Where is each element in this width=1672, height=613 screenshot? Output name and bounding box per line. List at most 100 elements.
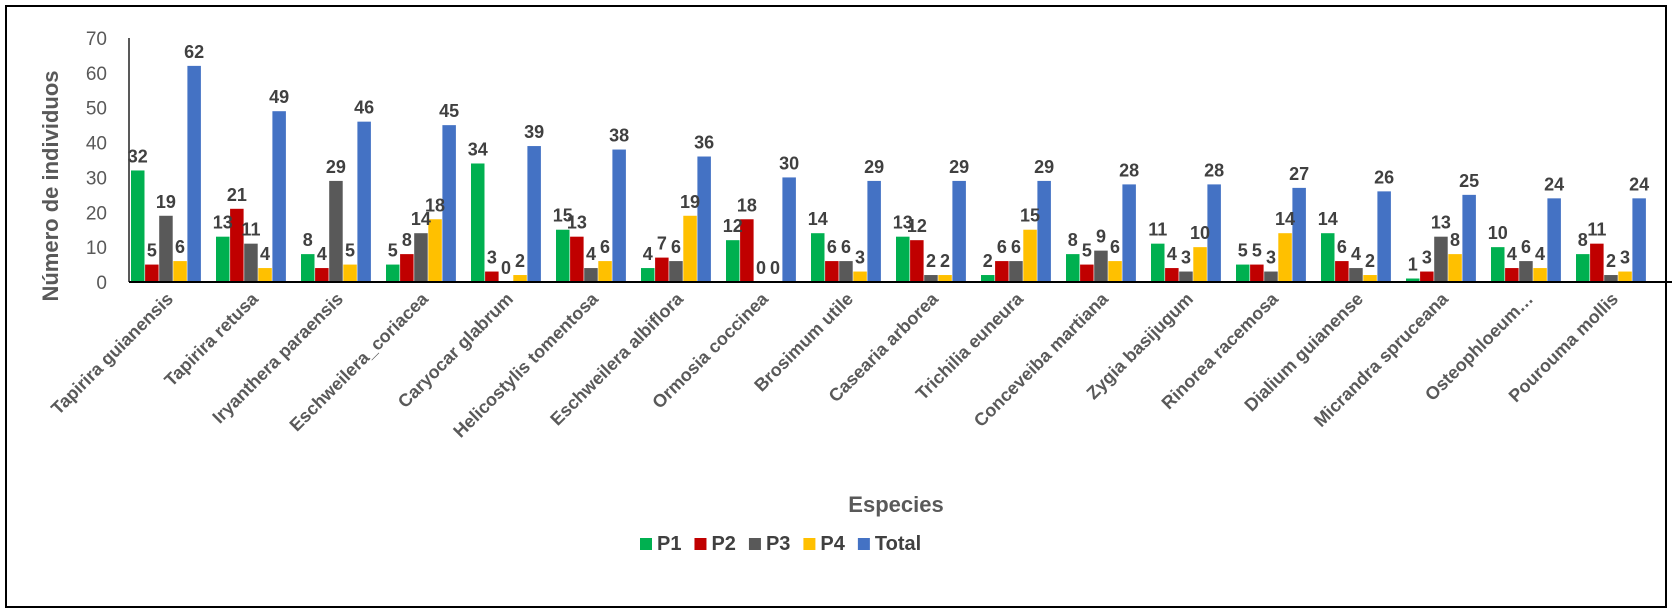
bar-total <box>1632 198 1646 282</box>
bar-total <box>1037 180 1051 282</box>
category-label: Eschweilera_coriacea <box>286 288 433 435</box>
bar-p2 <box>1080 264 1094 282</box>
bar-p3 <box>1604 275 1618 282</box>
bar-p4 <box>1023 229 1037 282</box>
data-label: 15 <box>553 206 573 226</box>
category-label: Tapirira guianensis <box>47 289 177 419</box>
data-label: 30 <box>779 153 799 173</box>
data-label: 12 <box>723 216 743 236</box>
data-label: 45 <box>439 101 459 121</box>
data-label: 6 <box>1011 237 1021 257</box>
bar-p3 <box>1094 250 1108 282</box>
data-label: 13 <box>213 213 233 233</box>
bar-p4 <box>173 261 187 282</box>
data-label: 2 <box>1606 251 1616 271</box>
bar-p1 <box>301 254 315 282</box>
data-label: 13 <box>893 213 913 233</box>
bar-p4 <box>853 271 867 282</box>
bar-p2 <box>315 268 329 282</box>
bar-p2 <box>740 219 754 282</box>
bar-p2 <box>400 254 414 282</box>
data-label: 13 <box>1431 213 1451 233</box>
bar-p2 <box>1590 243 1604 282</box>
data-label: 11 <box>1587 220 1606 240</box>
legend-label-p3: P3 <box>766 533 790 555</box>
bar-total <box>527 146 541 282</box>
data-label: 29 <box>1034 157 1054 177</box>
data-label: 19 <box>156 192 176 212</box>
bar-p4 <box>1108 261 1122 282</box>
data-label: 49 <box>269 87 289 107</box>
y-axis-title: Número de individuos <box>38 70 63 301</box>
data-label: 6 <box>1521 237 1531 257</box>
bars <box>131 65 1646 283</box>
bar-p1 <box>216 236 230 282</box>
bar-p2 <box>995 261 1009 282</box>
bar-total <box>1547 198 1561 282</box>
data-label: 5 <box>345 241 355 261</box>
bar-p3 <box>1349 268 1363 282</box>
bar-p1 <box>726 240 740 282</box>
bar-total <box>952 180 966 282</box>
data-label: 2 <box>940 251 950 271</box>
data-label: 9 <box>1096 227 1106 247</box>
bar-p1 <box>1151 243 1165 282</box>
bar-p1 <box>641 268 655 282</box>
bar-p1 <box>386 264 400 282</box>
legend-label-total: Total <box>875 533 921 555</box>
data-label: 6 <box>1110 237 1120 257</box>
data-label: 2 <box>983 251 993 271</box>
x-axis-title: Especies <box>848 492 943 517</box>
bar-p1 <box>1406 278 1420 282</box>
bar-p4 <box>1448 254 1462 282</box>
y-tick-label: 10 <box>86 238 107 259</box>
bar-p4 <box>1278 233 1292 282</box>
data-label: 10 <box>1190 223 1210 243</box>
y-tick-label: 60 <box>86 64 107 85</box>
bar-p4 <box>258 268 272 282</box>
data-label: 38 <box>609 126 629 146</box>
y-tick-label: 50 <box>86 99 107 120</box>
data-label: 14 <box>411 209 431 229</box>
data-label: 4 <box>1507 244 1517 264</box>
data-label: 11 <box>241 220 260 240</box>
y-axis-ticks: 0 10 20 30 40 50 60 70 <box>86 29 107 294</box>
bar-total <box>612 149 626 282</box>
data-label: 4 <box>1351 244 1361 264</box>
bar-p3 <box>414 233 428 282</box>
data-label: 6 <box>827 237 837 257</box>
bar-p1 <box>1236 264 1250 282</box>
data-label: 4 <box>643 244 653 264</box>
y-tick-label: 70 <box>86 29 107 50</box>
bar-p2 <box>1420 271 1434 282</box>
data-label: 29 <box>864 157 884 177</box>
data-label: 34 <box>468 139 488 159</box>
bar-p4 <box>683 215 697 282</box>
data-label: 25 <box>1459 171 1479 191</box>
legend-swatch-p2 <box>694 538 707 550</box>
data-label: 6 <box>997 237 1007 257</box>
data-label: 5 <box>147 241 157 261</box>
data-label: 24 <box>1544 174 1564 194</box>
bar-total <box>1122 184 1136 282</box>
bar-p4 <box>1363 275 1377 282</box>
data-label: 14 <box>808 209 828 229</box>
data-label: 27 <box>1289 164 1309 184</box>
y-tick-label: 0 <box>96 273 107 294</box>
bar-p3 <box>1519 261 1533 282</box>
bar-p4 <box>513 275 527 282</box>
data-label: 29 <box>326 157 346 177</box>
legend-swatch-p1 <box>640 538 652 550</box>
data-label: 15 <box>1020 206 1040 226</box>
data-label: 7 <box>657 234 667 254</box>
bar-p3 <box>329 180 343 282</box>
data-label: 0 <box>770 258 780 278</box>
bar-p1 <box>131 170 145 282</box>
bar-p3 <box>1264 271 1278 282</box>
data-label: 3 <box>1422 248 1432 268</box>
bar-p3 <box>584 268 598 282</box>
bar-total <box>357 121 371 283</box>
data-label: 26 <box>1374 167 1394 187</box>
